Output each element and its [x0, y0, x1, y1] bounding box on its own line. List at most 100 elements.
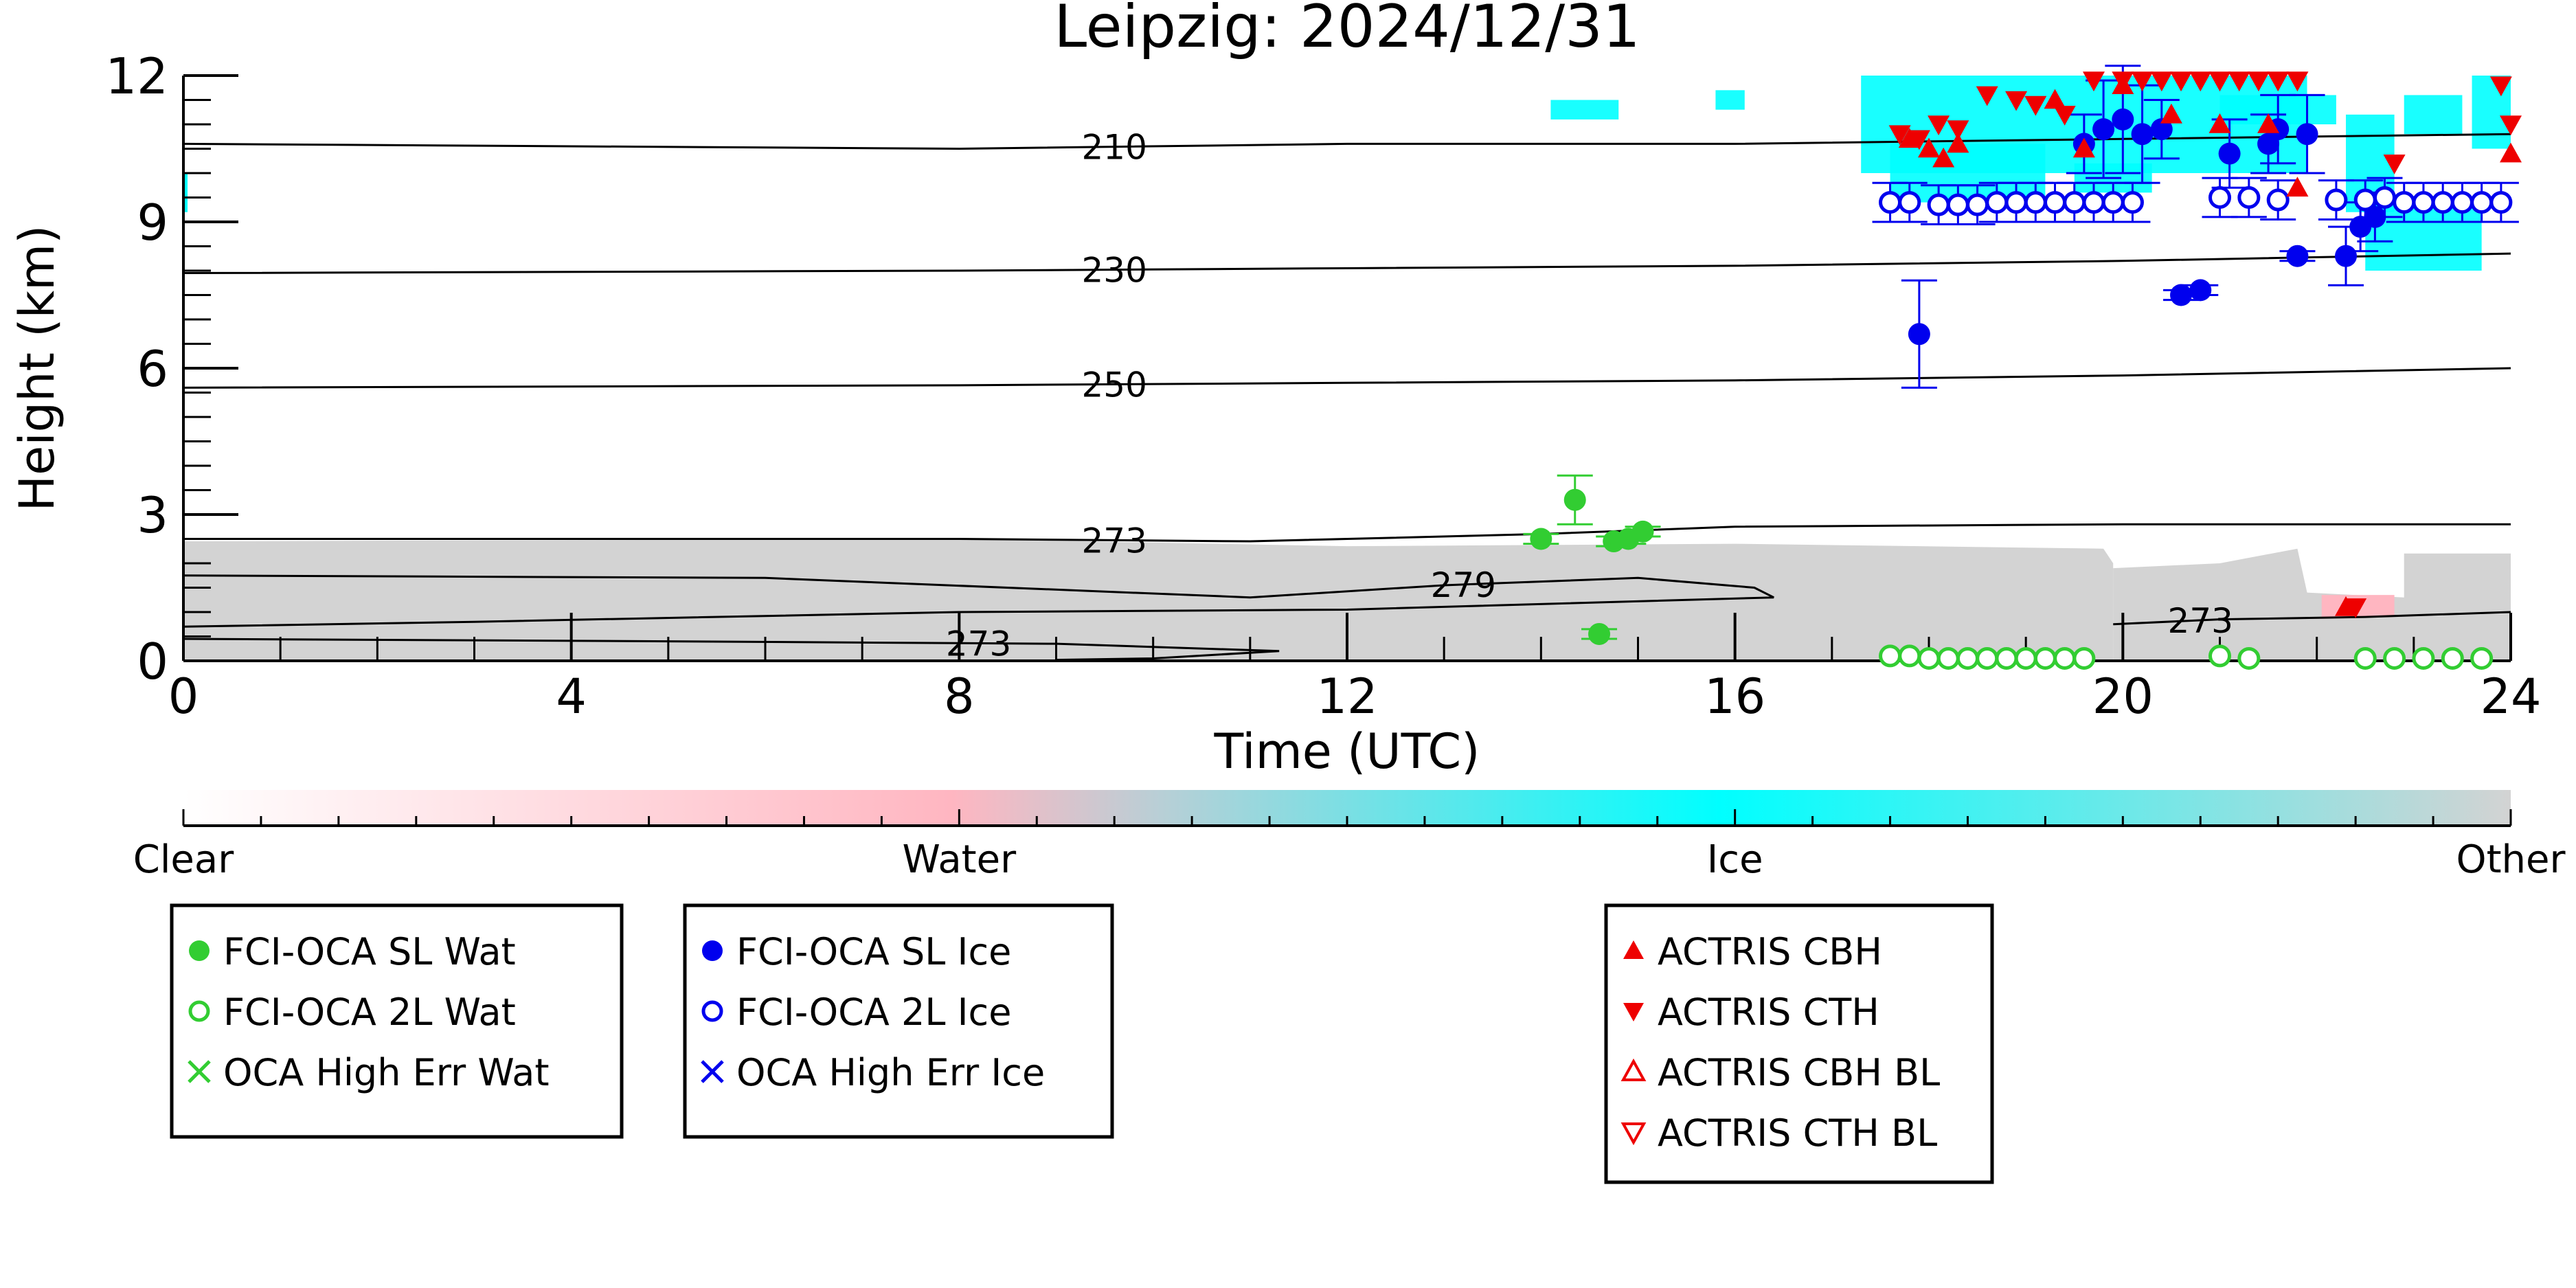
legend-frame	[683, 903, 1114, 1139]
data-point	[1563, 488, 1586, 511]
data-point	[2286, 71, 2309, 92]
data-point	[1976, 86, 1998, 106]
data-point	[2208, 113, 2231, 133]
data-point	[701, 1000, 723, 1022]
data-point	[2044, 191, 2067, 214]
data-point	[1927, 193, 1950, 216]
data-point	[1908, 130, 1930, 150]
data-point	[2014, 646, 2037, 670]
data-point	[2500, 115, 2522, 135]
data-point	[188, 1000, 210, 1022]
data-point	[2296, 123, 2318, 146]
data-point	[2267, 71, 2290, 92]
data-point	[2189, 71, 2212, 92]
data-point	[2353, 188, 2377, 212]
data-point	[1623, 940, 1644, 959]
contour-line	[183, 523, 2511, 543]
data-point	[2112, 108, 2134, 131]
x-tick-label: 16	[1704, 668, 1765, 725]
legend-box: ACTRIS CBH ACTRIS CTH ACTRIS CBH BL ACTRIS …	[1604, 903, 1994, 1184]
data-point	[2412, 191, 2435, 214]
data-point	[2489, 191, 2513, 214]
data-point	[189, 940, 210, 961]
y-tick-label: 3	[137, 486, 168, 544]
data-point	[1879, 644, 1902, 668]
data-point	[2101, 191, 2125, 214]
data-point	[2266, 188, 2290, 212]
data-point	[2383, 155, 2406, 174]
data-point	[2470, 191, 2494, 214]
series-actris-cbh	[1898, 74, 2522, 616]
data-point	[1928, 115, 1950, 135]
contour-label: 230	[1081, 251, 1146, 291]
data-point	[701, 1060, 724, 1083]
contour-line	[183, 367, 2511, 389]
data-point	[2024, 191, 2047, 214]
data-point	[2208, 71, 2231, 92]
legend-entry: ACTRIS CTH BL	[1658, 1111, 1937, 1155]
data-point	[2063, 191, 2086, 214]
data-point	[2286, 245, 2309, 267]
legend-entry: ACTRIS CBH	[1658, 930, 1882, 973]
data-point	[2024, 95, 2047, 116]
legend-entry: OCA High Err Ice	[736, 1051, 1045, 1094]
data-point	[2228, 71, 2250, 92]
data-point	[2072, 137, 2095, 158]
mask-other-low	[183, 539, 2114, 661]
data-point	[1995, 646, 2018, 670]
x-tick-label: 24	[2480, 668, 2541, 725]
data-point	[2286, 177, 2309, 197]
data-point	[1879, 191, 1902, 214]
data-point	[2335, 245, 2358, 267]
mask-ice-patch	[2404, 95, 2463, 135]
data-point	[1966, 193, 1989, 216]
data-point	[2247, 71, 2270, 92]
data-point	[1588, 622, 1611, 645]
contour-label: 210	[1081, 128, 1146, 168]
legend-entry: FCI-OCA SL Ice	[736, 930, 1011, 973]
data-point	[2189, 279, 2212, 302]
colorbar-label: Other	[2456, 837, 2566, 882]
data-point	[1976, 646, 1999, 670]
data-point	[1620, 1058, 1647, 1081]
data-point	[2160, 103, 2182, 124]
series-fci-oca-sl-wat	[1523, 474, 1661, 645]
x-tick-label: 4	[556, 668, 587, 725]
data-point	[1898, 644, 1921, 668]
colorbar-label: Water	[903, 837, 1017, 882]
data-point	[1947, 120, 1969, 141]
legend-entry: FCI-OCA 2L Ice	[736, 991, 1011, 1034]
temperature-contours: 210 230 250 273 279 273 273	[183, 128, 2511, 664]
x-tick-label: 20	[2092, 668, 2154, 725]
data-point	[2431, 191, 2454, 214]
cloud-mask-background	[183, 76, 2511, 661]
legend-entry: FCI-OCA SL Wat	[223, 930, 516, 973]
series-actris-cth	[1888, 71, 2522, 618]
data-point	[2170, 71, 2193, 92]
legend-box: FCI-OCA SL Ice FCI-OCA 2L Ice OCA High Err…	[683, 903, 1114, 1139]
data-point	[2470, 646, 2494, 670]
contour-line	[2113, 611, 2511, 626]
data-point	[2383, 646, 2406, 670]
data-point	[1917, 646, 1941, 670]
legend-entry: ACTRIS CTH	[1658, 991, 1879, 1034]
data-point	[1936, 646, 1960, 670]
data-point	[2053, 646, 2077, 670]
axes: 0 3 6 9 12 0 4 8 12 16 20 24	[105, 47, 2541, 725]
data-point	[2412, 646, 2435, 670]
data-point	[2150, 71, 2173, 92]
data-point	[2082, 191, 2105, 214]
data-point	[2131, 71, 2154, 92]
contour-label: 273	[946, 624, 1011, 664]
data-point	[2373, 186, 2396, 209]
data-point	[1946, 193, 1969, 216]
data-point	[2257, 113, 2280, 133]
data-point	[2450, 191, 2474, 214]
y-tick-label: 6	[137, 340, 168, 398]
x-tick-label: 12	[1316, 668, 1377, 725]
data-point	[1631, 520, 1654, 543]
data-point	[1898, 128, 1921, 148]
data-point	[1956, 646, 1979, 670]
data-point	[2237, 186, 2261, 209]
x-tick-label: 0	[168, 668, 199, 725]
